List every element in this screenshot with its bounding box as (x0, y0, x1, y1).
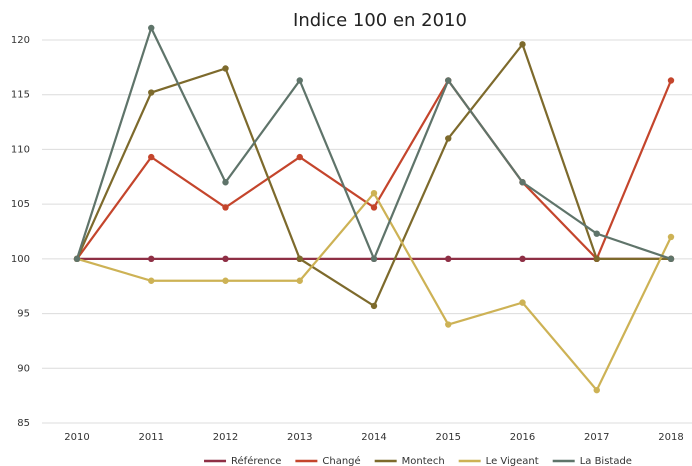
data-point (445, 77, 452, 84)
data-point (667, 255, 675, 263)
legend-label: Le Vigeant (486, 456, 539, 466)
data-point (222, 204, 229, 211)
data-point (445, 321, 452, 328)
data-point (148, 24, 155, 32)
data-point (296, 277, 303, 284)
y-tick-label: 85 (17, 418, 30, 429)
legend-label: La Bistade (580, 456, 632, 466)
legend-label: Changé (322, 455, 360, 466)
series-line (76, 78, 673, 261)
data-point (148, 89, 155, 96)
x-tick-label: 2015 (436, 432, 461, 443)
data-point (519, 41, 526, 48)
data-point (593, 255, 600, 263)
series-line (75, 25, 672, 262)
y-tick-label: 90 (17, 363, 30, 374)
data-point (148, 277, 155, 284)
legend-label: Référence (231, 455, 281, 466)
chart-title: Indice 100 en 2010 (293, 10, 467, 31)
data-point (296, 153, 303, 161)
data-point (667, 77, 675, 84)
y-tick-label: 110 (11, 144, 30, 155)
y-tick-label: 115 (11, 90, 30, 101)
legend-label: Montech (402, 456, 445, 466)
data-point (222, 179, 229, 186)
x-tick-label: 2010 (64, 432, 89, 443)
x-tick-label: 2018 (658, 432, 683, 443)
data-point (222, 255, 229, 263)
x-tick-label: 2013 (287, 432, 312, 443)
y-tick-label: 105 (11, 199, 30, 210)
data-point (370, 190, 378, 197)
data-point (148, 255, 155, 263)
data-point (445, 135, 452, 142)
data-point (370, 204, 378, 211)
data-point (73, 255, 81, 263)
x-tick-label: 2011 (139, 432, 164, 443)
data-point (593, 230, 600, 237)
data-point (370, 255, 378, 263)
y-tick-label: 100 (11, 254, 30, 265)
x-tick-label: 2017 (584, 432, 609, 443)
y-tick-label: 95 (17, 309, 30, 320)
data-point (222, 277, 229, 284)
data-point (593, 386, 600, 394)
data-point (222, 65, 229, 72)
x-tick-label: 2012 (213, 432, 238, 443)
data-point (519, 255, 526, 263)
data-point (519, 179, 526, 186)
data-point (296, 255, 303, 263)
series-line (75, 42, 671, 308)
data-point (296, 77, 303, 84)
data-point (445, 255, 452, 263)
y-tick-label: 120 (11, 35, 30, 46)
data-point (370, 302, 378, 310)
x-tick-label: 2014 (361, 432, 386, 443)
x-tick-label: 2016 (510, 432, 535, 443)
data-point (667, 233, 675, 241)
data-point (148, 153, 155, 161)
data-point (519, 299, 526, 306)
